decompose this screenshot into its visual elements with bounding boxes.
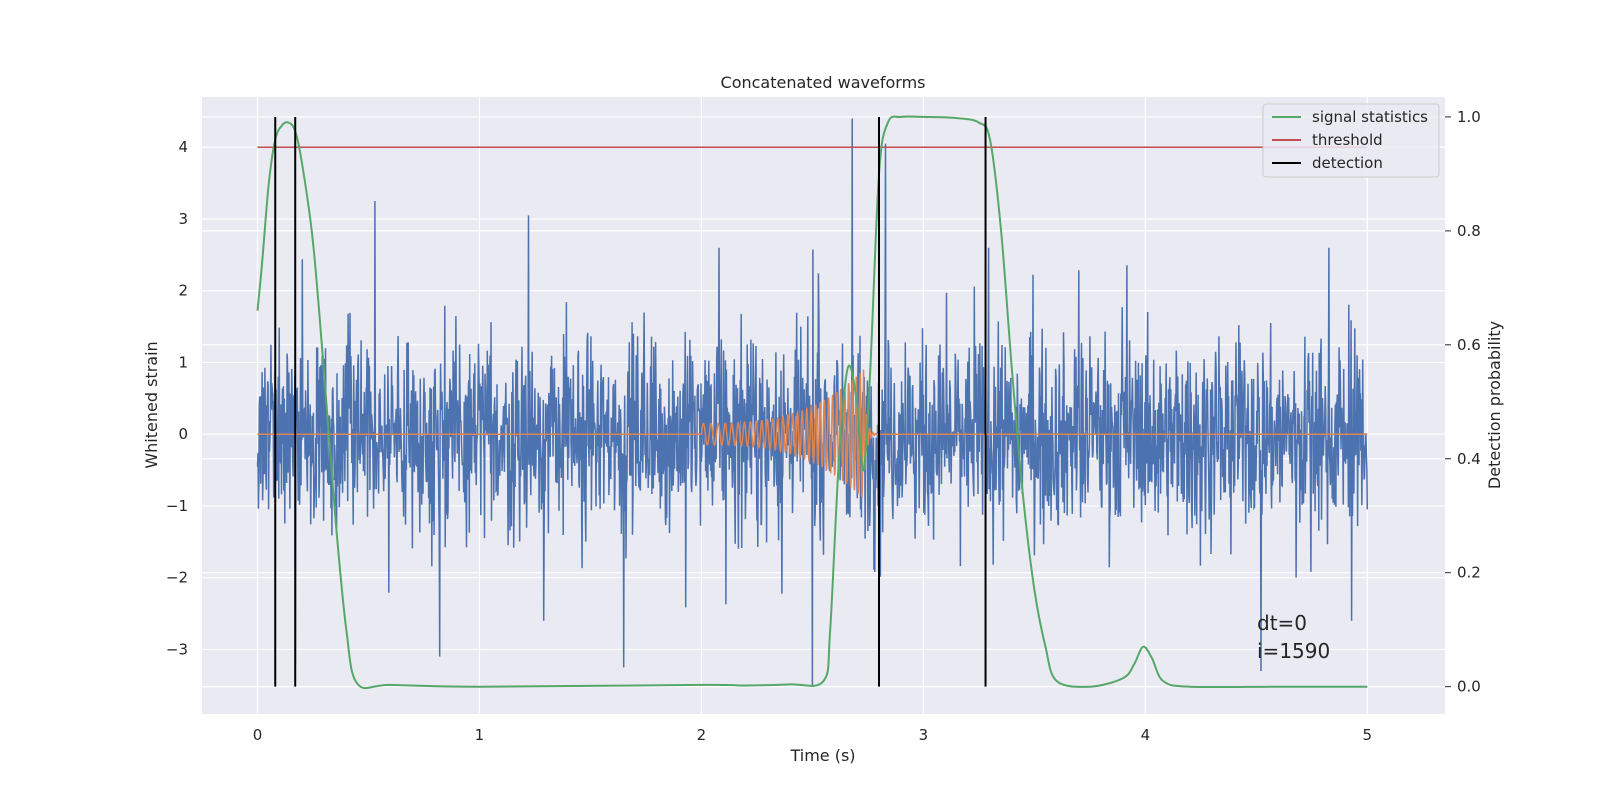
y-left-tick-label: 4 xyxy=(178,138,188,156)
left-axis-ticks: −3 −2 −1 0 1 2 3 4 xyxy=(166,138,188,658)
legend: signal statistics threshold detection xyxy=(1262,103,1440,178)
signal-statistics-line xyxy=(256,115,1368,690)
x-tick-label: 5 xyxy=(1363,726,1373,744)
legend-label-signal-statistics: signal statistics xyxy=(1312,108,1428,126)
annotation-dt: dt=0 xyxy=(1257,611,1307,635)
y-left-tick-label: 2 xyxy=(178,282,188,300)
injected-signal-line xyxy=(257,369,1368,498)
y-right-tick-label: 1.0 xyxy=(1457,108,1481,126)
legend-box xyxy=(1262,103,1440,178)
y-axis-label-left: Whitened strain xyxy=(142,341,161,468)
y-right-tick-label: 0.8 xyxy=(1457,222,1481,240)
x-tick-label: 0 xyxy=(253,726,263,744)
y-left-tick-label: −3 xyxy=(166,640,188,658)
right-axis-ticks: 0.0 0.2 0.4 0.6 0.8 1.0 xyxy=(1445,108,1481,696)
x-tick-label: 2 xyxy=(697,726,707,744)
y-left-tick-label: 0 xyxy=(178,425,188,443)
y-left-tick-label: 1 xyxy=(178,353,188,371)
chart-title: Concatenated waveforms xyxy=(721,73,926,92)
annotation-index: i=1590 xyxy=(1257,639,1330,663)
annotation: dt=0 i=1590 xyxy=(1257,611,1330,663)
y-left-tick-label: −1 xyxy=(166,497,188,515)
y-right-tick-label: 0.4 xyxy=(1457,450,1481,468)
y-left-tick-label: 3 xyxy=(178,210,188,228)
y-axis-label-right: Detection probability xyxy=(1485,321,1504,489)
x-axis-ticks: 0 1 2 3 4 5 xyxy=(253,726,1372,744)
y-left-tick-label: −2 xyxy=(166,569,188,587)
y-right-tick-label: 0.2 xyxy=(1457,564,1481,582)
y-right-tick-label: 0.6 xyxy=(1457,336,1481,354)
injected-signal-series xyxy=(257,369,1368,498)
y-right-tick-label: 0.0 xyxy=(1457,678,1481,696)
x-tick-label: 3 xyxy=(919,726,929,744)
x-tick-label: 4 xyxy=(1141,726,1151,744)
x-tick-label: 1 xyxy=(475,726,485,744)
line-series xyxy=(256,115,1368,690)
legend-label-threshold: threshold xyxy=(1312,131,1383,149)
legend-label-detection: detection xyxy=(1312,154,1383,172)
x-axis-label: Time (s) xyxy=(789,746,855,765)
